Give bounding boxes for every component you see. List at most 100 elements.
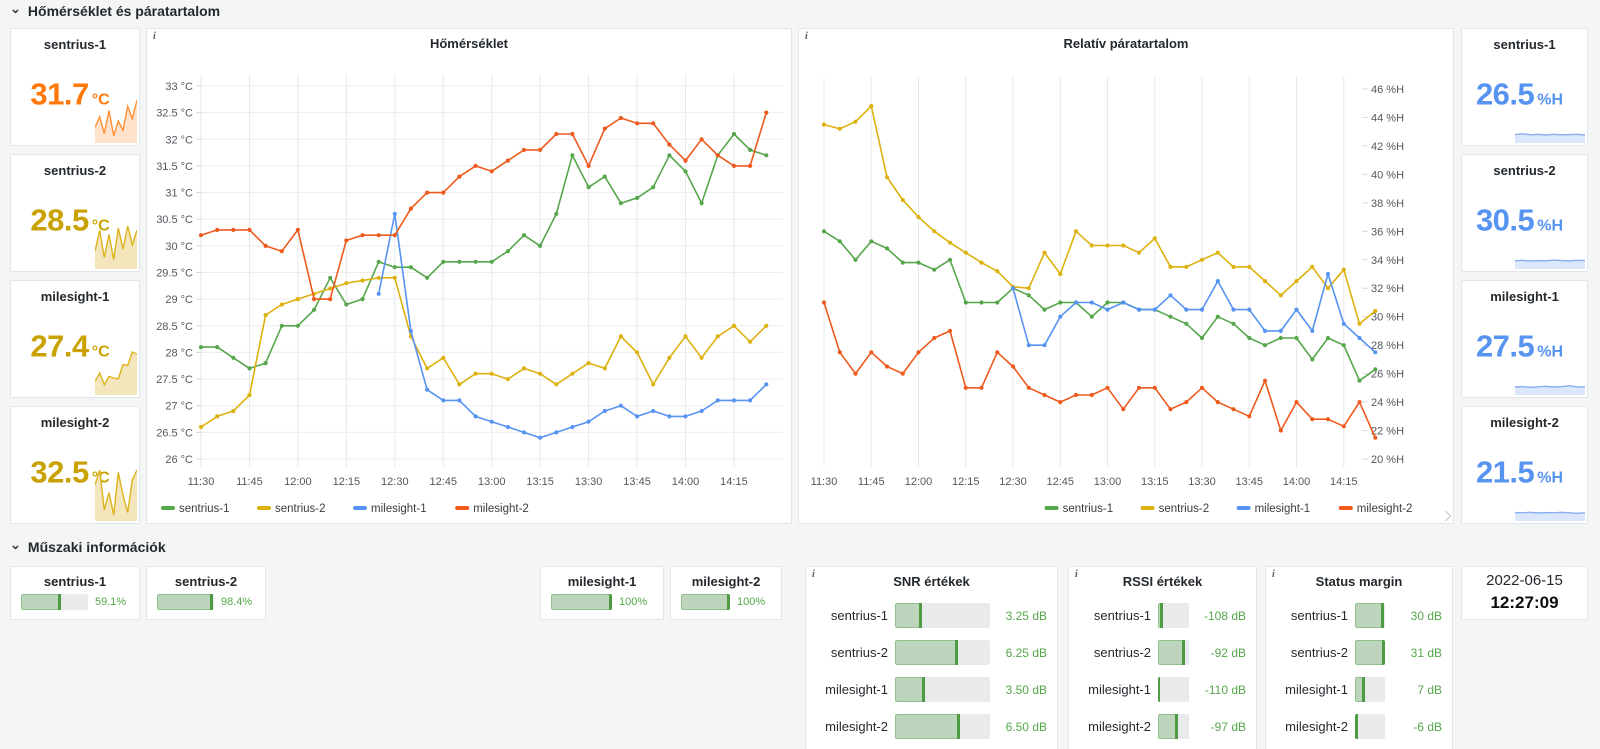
row-value: 7 dB: [1417, 682, 1442, 697]
svg-text:milesight-2: milesight-2: [1357, 503, 1413, 515]
table-row: milesight-2 -6 dB: [1266, 708, 1452, 745]
row-value: 3.50 dB: [1005, 682, 1047, 697]
section-header-temperature-humidity[interactable]: ⌄ Hőmérséklet és páratartalom: [10, 2, 220, 20]
svg-text:24 %H: 24 %H: [1371, 397, 1404, 409]
row-label: sentrius-1: [1093, 608, 1151, 623]
humidity-chart[interactable]: 11:30 11:45 12:00 12:15 12:30 12:45 13:00 13:15…: [799, 29, 1453, 523]
stat-title[interactable]: sentrius-2: [43, 163, 107, 178]
stat-title[interactable]: milesight-1: [1490, 289, 1559, 304]
table-row: sentrius-1 30 dB: [1266, 597, 1452, 634]
section-header-technical-info[interactable]: ⌄ Műszaki információk: [10, 538, 166, 556]
chart-title-humidity[interactable]: Relatív páratartalom: [1063, 36, 1189, 51]
row-value: 6.50 dB: [1005, 719, 1047, 734]
stat-value: 28.5 °C: [30, 202, 110, 238]
gauge-bar: [895, 714, 990, 739]
gauge-title[interactable]: milesight-2: [691, 574, 761, 589]
svg-text:26 °C: 26 °C: [165, 454, 193, 466]
svg-text:12:45: 12:45: [429, 476, 457, 488]
gauge-title[interactable]: sentrius-1: [43, 574, 107, 589]
stat-panel-hum-sentrius-2: sentrius-2 30.5 %H: [1461, 154, 1588, 272]
svg-text:36 %H: 36 %H: [1371, 226, 1404, 238]
table-row: milesight-1 7 dB: [1266, 671, 1452, 708]
gauge-bar: [1158, 640, 1189, 665]
stat-value: 26.5 %H: [1475, 76, 1564, 112]
gauge-panel-milesight-1: milesight-1 100%: [540, 566, 664, 620]
table-row: milesight-2 -97 dB: [1069, 708, 1256, 745]
gauge-title[interactable]: sentrius-2: [174, 574, 238, 589]
svg-text:42 %H: 42 %H: [1371, 141, 1404, 153]
svg-text:14:00: 14:00: [672, 476, 700, 488]
svg-text:27.5 °C: 27.5 °C: [156, 374, 193, 386]
status-margin-panel-title[interactable]: Status margin: [1315, 574, 1403, 589]
row-label: milesight-1: [1285, 682, 1348, 697]
row-label: milesight-2: [825, 719, 888, 734]
table-row: sentrius-2 6.25 dB: [806, 634, 1057, 671]
row-value: 3.25 dB: [1005, 608, 1047, 623]
snr-panel-title[interactable]: SNR értékek: [893, 574, 970, 589]
stat-title[interactable]: sentrius-1: [1493, 37, 1556, 52]
gauge-row: 98.4%: [157, 594, 259, 610]
info-icon[interactable]: i: [153, 31, 156, 42]
gauge-value: 100%: [619, 596, 648, 608]
svg-text:12:30: 12:30: [381, 476, 409, 488]
gauge-panel-sentrius-1: sentrius-1 59.1%: [10, 566, 140, 620]
sparkline: [1514, 127, 1586, 143]
stat-title[interactable]: sentrius-1: [43, 37, 107, 52]
svg-text:14:15: 14:15: [1330, 476, 1358, 488]
stat-panel-hum-milesight-2: milesight-2 21.5 %H: [1461, 406, 1588, 524]
info-icon[interactable]: i: [805, 31, 808, 42]
svg-text:11:30: 11:30: [811, 476, 838, 488]
stat-title[interactable]: milesight-1: [40, 289, 110, 304]
svg-text:12:45: 12:45: [1046, 476, 1074, 488]
stat-value: 31.7 °C: [30, 76, 110, 112]
sparkline: [1514, 253, 1586, 269]
svg-text:12:30: 12:30: [999, 476, 1027, 488]
svg-text:13:30: 13:30: [575, 476, 603, 488]
svg-text:13:30: 13:30: [1188, 476, 1216, 488]
svg-text:13:45: 13:45: [623, 476, 651, 488]
stat-panel-temp-sentrius-2: sentrius-2 28.5 °C: [10, 154, 140, 272]
gauge-title[interactable]: milesight-1: [567, 574, 637, 589]
row-label: milesight-2: [1088, 719, 1151, 734]
svg-text:14:00: 14:00: [1283, 476, 1311, 488]
svg-text:32 %H: 32 %H: [1371, 283, 1404, 295]
chart-title-temperature[interactable]: Hőmérséklet: [429, 36, 509, 51]
stat-title[interactable]: milesight-2: [40, 415, 110, 430]
svg-text:34 %H: 34 %H: [1371, 255, 1404, 267]
table-row: sentrius-2 -92 dB: [1069, 634, 1256, 671]
row-label: milesight-2: [1285, 719, 1348, 734]
info-icon[interactable]: i: [1075, 569, 1078, 580]
svg-text:30 °C: 30 °C: [165, 241, 193, 253]
svg-text:29.5 °C: 29.5 °C: [156, 268, 193, 280]
gauge-bar: [895, 603, 990, 628]
svg-text:33 °C: 33 °C: [165, 81, 193, 93]
rssi-rows: sentrius-1 -108 dB sentrius-2 -92 dB mil…: [1069, 597, 1256, 745]
svg-text:32 °C: 32 °C: [165, 134, 193, 146]
rssi-panel-title[interactable]: RSSI értékek: [1122, 574, 1203, 589]
row-label: sentrius-2: [1093, 645, 1151, 660]
svg-text:28.5 °C: 28.5 °C: [156, 321, 193, 333]
table-row: milesight-1 3.50 dB: [806, 671, 1057, 708]
section-title: Műszaki információk: [27, 539, 166, 555]
svg-text:milesight-1: milesight-1: [371, 503, 427, 515]
svg-text:44 %H: 44 %H: [1371, 112, 1404, 124]
row-label: sentrius-2: [1290, 645, 1348, 660]
snr-rows: sentrius-1 3.25 dB sentrius-2 6.25 dB mi…: [806, 597, 1057, 745]
svg-text:13:00: 13:00: [1094, 476, 1122, 488]
svg-text:20 %H: 20 %H: [1371, 454, 1404, 466]
gauge-panel-sentrius-2: sentrius-2 98.4%: [146, 566, 266, 620]
info-icon[interactable]: i: [812, 569, 815, 580]
svg-text:26.5 °C: 26.5 °C: [156, 427, 193, 439]
chevron-down-icon: ⌄: [10, 1, 21, 16]
row-value: 30 dB: [1410, 608, 1442, 623]
gauge-bar: [551, 594, 612, 610]
clock-time: 12:27:09: [1490, 592, 1559, 612]
info-icon[interactable]: i: [1272, 569, 1275, 580]
temperature-chart[interactable]: 11:30 11:45 12:00 12:15 12:30 12:45 13:00 13:15…: [147, 29, 791, 523]
stat-title[interactable]: milesight-2: [1490, 415, 1559, 430]
stat-value: 21.5 %H: [1475, 454, 1564, 490]
sparkline: [1514, 505, 1586, 521]
gauge-bar: [895, 677, 990, 702]
stat-title[interactable]: sentrius-2: [1493, 163, 1556, 178]
row-label: sentrius-1: [1290, 608, 1348, 623]
